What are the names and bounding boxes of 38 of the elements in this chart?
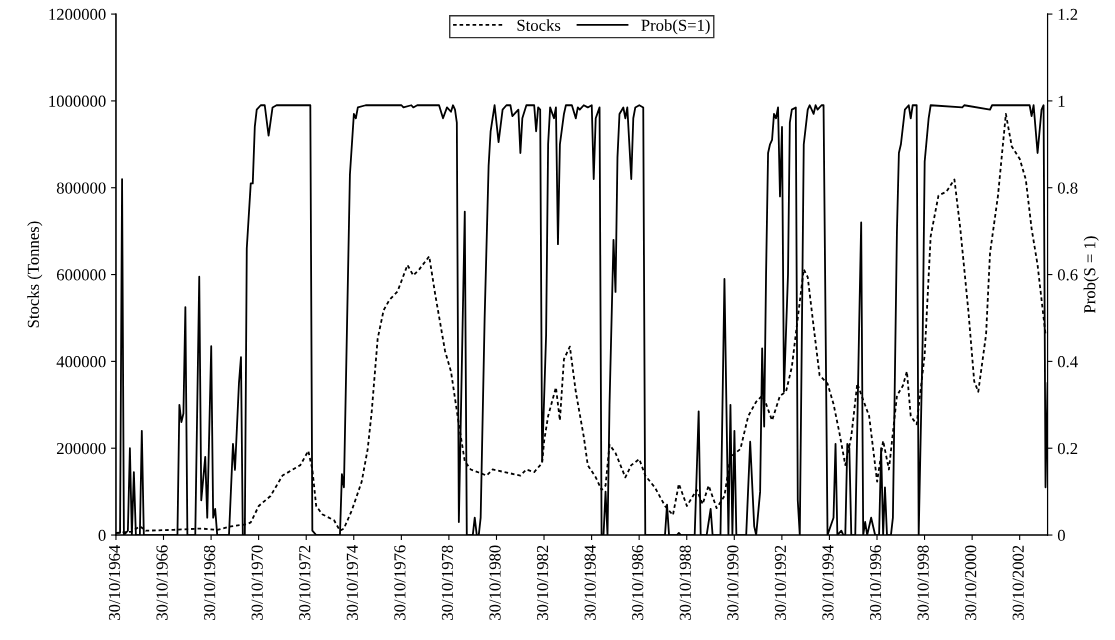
- x-tick-label: 30/10/2002: [1012, 545, 1024, 620]
- x-tick-label: 30/10/1992: [774, 545, 787, 620]
- x-tick-label: 30/10/1968: [204, 545, 216, 620]
- x-tick-label: 30/10/1982: [536, 545, 549, 620]
- y2-tick-label: 0.6: [1057, 269, 1078, 281]
- y2-tick-label: 0.4: [1057, 356, 1078, 368]
- y-axis-title: Stocks (Tonnes): [27, 221, 43, 328]
- x-tick-label: 30/10/1964: [108, 545, 121, 620]
- y2-tick-label: 0.2: [1057, 442, 1078, 455]
- y2-axis-title: Prob(S = 1): [1083, 236, 1099, 314]
- x-tick-label: 30/10/1984: [584, 545, 596, 620]
- x-tick-label: 30/10/1996: [869, 545, 882, 620]
- x-tick-label: 30/10/2000: [965, 545, 977, 620]
- legend-label: Stocks: [517, 19, 561, 31]
- y2-tick-label: 0.8: [1057, 182, 1078, 194]
- y-tick-label: 0: [98, 529, 106, 541]
- x-tick-label: 30/10/1986: [632, 545, 644, 620]
- x-tick-label: 30/10/1976: [394, 545, 406, 620]
- y-tick-label: 1000000: [49, 95, 106, 107]
- x-tick-label: 30/10/1998: [917, 545, 929, 620]
- y-tick-label: 600000: [56, 269, 106, 281]
- y-tick-label: 800000: [56, 182, 106, 194]
- x-tick-label: 30/10/1994: [822, 545, 834, 620]
- x-tick-label: 30/10/1966: [156, 545, 168, 620]
- x-tick-label: 30/10/1974: [346, 545, 358, 620]
- y-tick-label: 200000: [56, 442, 106, 455]
- y2-tick-label: 1.2: [1058, 8, 1078, 21]
- y2-tick-label: 1: [1058, 95, 1065, 107]
- x-tick-label: 30/10/1988: [679, 545, 691, 620]
- x-tick-label: 30/10/1980: [489, 545, 501, 620]
- y2-tick-label: 0: [1057, 529, 1065, 541]
- x-tick-label: 30/10/1978: [441, 545, 454, 620]
- y-tick-label: 400000: [56, 356, 106, 368]
- x-tick-label: 30/10/1970: [251, 545, 263, 620]
- x-tick-label: 30/10/1990: [727, 545, 739, 620]
- legend-label: Prob(S=1): [641, 19, 710, 35]
- x-tick-label: 30/10/1972: [299, 545, 311, 620]
- y-tick-label: 1200000: [49, 8, 106, 21]
